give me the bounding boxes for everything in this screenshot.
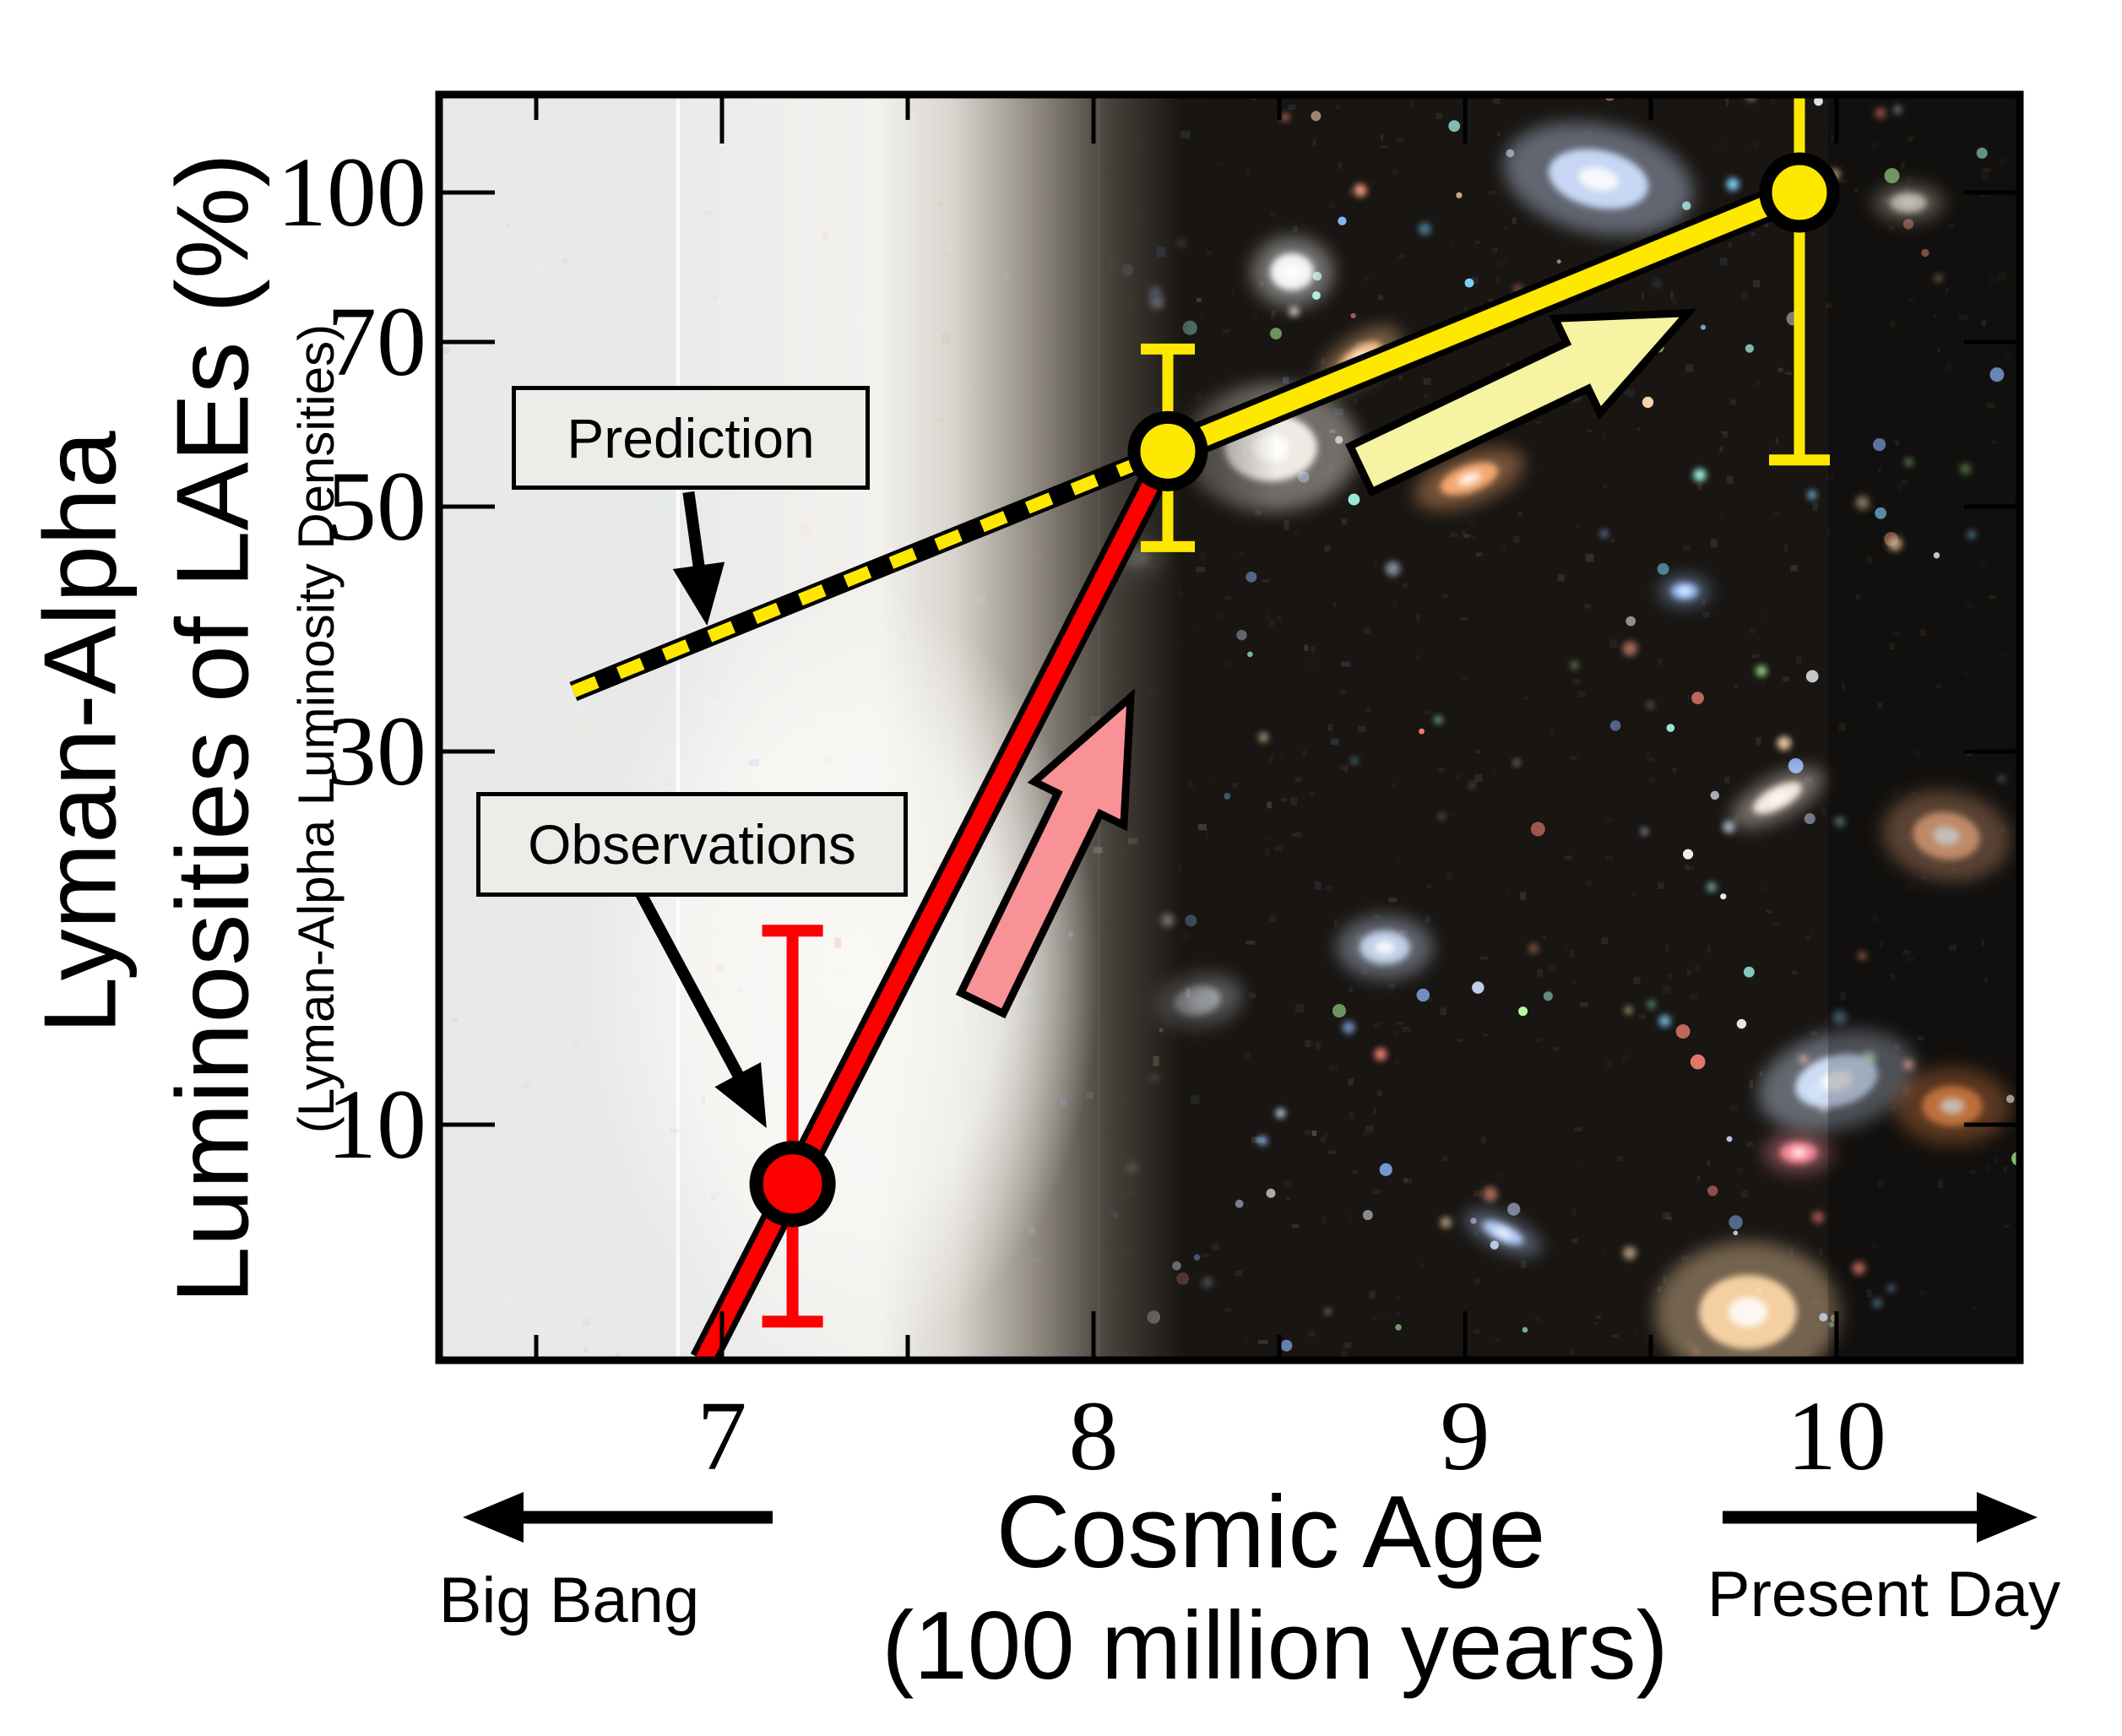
yellow-trend-line: [1164, 182, 1804, 461]
observations-callout-label: Observations: [528, 813, 856, 876]
bright-phase-arrow: [1344, 308, 1697, 497]
y-tick-label-100: 100: [277, 137, 426, 247]
yellow-data-point-2: [1759, 152, 1840, 233]
present-day-label: Present Day: [1707, 1559, 2061, 1630]
observations-callout-box: Observations: [476, 792, 908, 897]
observations-callout-arrow: [635, 889, 757, 1102]
image-seam-line: [676, 95, 680, 1360]
big-bang-arrow-head: [463, 1492, 524, 1543]
prediction-callout-label: Prediction: [567, 406, 815, 469]
y-tick-label-70: 70: [327, 286, 426, 397]
big-bang-label: Big Bang: [438, 1565, 700, 1636]
x-axis-title-unit: (100 million years): [882, 1592, 1669, 1700]
x-tick-label-8: 8: [1068, 1381, 1119, 1491]
fog-gradient-overlay: [439, 95, 2020, 1360]
yellow-data-point-1: [1127, 410, 1208, 491]
x-axis-title: Cosmic Age: [996, 1474, 1546, 1589]
prediction-callout-arrow-head: [672, 561, 725, 627]
red-trend-line: [696, 447, 1175, 1360]
y-axis-title-line1: Lyman-Alpha: [22, 431, 138, 1034]
plot-border: [435, 90, 2024, 1364]
prediction-callout-box: Prediction: [512, 386, 870, 490]
y-tick-label-10: 10: [327, 1069, 426, 1180]
present-day-arrow-head: [1977, 1492, 2038, 1543]
observations-callout-arrow-head: [714, 1061, 767, 1129]
x-tick-label-9: 9: [1440, 1381, 1490, 1491]
x-tick-label-10: 10: [1787, 1381, 1886, 1491]
x-tick-label-7: 7: [697, 1381, 747, 1491]
red-data-point: [749, 1141, 836, 1228]
prediction-dashed-line: [571, 445, 1170, 697]
y-tick-label-50: 50: [327, 451, 426, 561]
observed-rise-arrow: [955, 688, 1136, 1019]
foreground-grain: [441, 106, 1371, 1360]
plot-area: [439, 95, 2020, 1360]
axis-ticks: [439, 95, 2020, 1360]
y-tick-label-30: 30: [327, 696, 426, 806]
dark-image-column: [1828, 95, 2020, 1360]
